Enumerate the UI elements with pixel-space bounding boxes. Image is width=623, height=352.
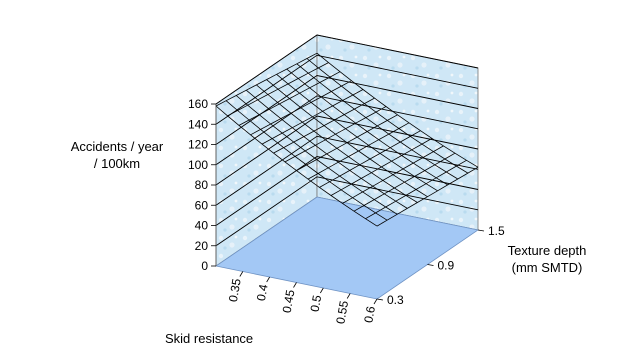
y-tick-label-40: 40 bbox=[195, 219, 209, 233]
surface-mesh bbox=[215, 52, 479, 227]
mesh-line-skid-14 bbox=[376, 166, 479, 227]
z-axis: 0.3 0.9 1.5 bbox=[376, 224, 505, 307]
mesh-line-skid-2 bbox=[238, 71, 341, 126]
x-axis-title: Skid resistance bbox=[165, 331, 254, 346]
z-tick-label-0.9: 0.9 bbox=[438, 259, 455, 273]
x-tick-label-0.6: 0.6 bbox=[361, 305, 378, 324]
z-axis-title: Texture depth (mm SMTD) bbox=[482, 242, 612, 276]
y-tick-label-20: 20 bbox=[195, 239, 209, 253]
mesh-line-skid-11 bbox=[342, 145, 444, 204]
y-tick-label-0: 0 bbox=[201, 259, 208, 273]
gridline-80 bbox=[215, 115, 479, 186]
cropped-header-band bbox=[0, 0, 623, 40]
z-tick-label-0.3: 0.3 bbox=[387, 293, 404, 307]
z-tick-label-1.5: 1.5 bbox=[488, 224, 505, 238]
mesh-line-skid-3 bbox=[250, 80, 352, 136]
x-tick-label-0.4: 0.4 bbox=[254, 283, 271, 302]
z-axis-title-line-2: (mm SMTD) bbox=[511, 260, 583, 275]
mesh-line-skid-0 bbox=[215, 52, 318, 107]
x-tick-mark-0.6 bbox=[373, 298, 378, 305]
x-tick-mark-0.4 bbox=[266, 276, 271, 283]
mesh-line-skid-9 bbox=[319, 130, 421, 188]
mesh-line-skid-4 bbox=[261, 89, 364, 145]
z-tick-mark-0.3 bbox=[376, 298, 384, 301]
z-tick-mark-1.5 bbox=[477, 229, 485, 232]
y-tick-label-160: 160 bbox=[188, 97, 208, 111]
x-tick-label-0.35: 0.35 bbox=[226, 277, 244, 303]
y-tick-label-80: 80 bbox=[195, 178, 209, 192]
mesh-line-skid-7 bbox=[296, 114, 398, 171]
gridline-120 bbox=[215, 75, 479, 145]
z-axis-title-line-1: Texture depth bbox=[507, 243, 587, 258]
mesh-line-skid-6 bbox=[284, 106, 387, 163]
mesh-line-skid-10 bbox=[330, 138, 433, 196]
x-tick-label-0.55: 0.55 bbox=[333, 299, 351, 325]
mesh-line-skid-1 bbox=[227, 62, 329, 117]
gridline-140 bbox=[215, 54, 479, 125]
y-tick-label-140: 140 bbox=[188, 117, 208, 131]
x-tick-mark-0.45 bbox=[293, 282, 297, 288]
mesh-line-skid-5 bbox=[273, 97, 375, 154]
gridline-40 bbox=[215, 156, 479, 226]
y-axis-title: Accidents / year / 100km bbox=[52, 138, 182, 172]
x-tick-mark-0.35 bbox=[239, 271, 244, 277]
y-axis-title-line-2: / 100km bbox=[93, 156, 141, 171]
x-tick-label-0.45: 0.45 bbox=[280, 288, 298, 314]
y-tick-label-100: 100 bbox=[188, 158, 208, 172]
x-tick-mark-0.5 bbox=[319, 287, 324, 294]
y-tick-label-60: 60 bbox=[195, 198, 209, 212]
mesh-line-skid-8 bbox=[307, 122, 410, 180]
x-axis: 0.35 0.4 0.45 0.5 0.55 0.6 bbox=[226, 271, 378, 325]
y-tick-label-120: 120 bbox=[188, 138, 208, 152]
z-tick-mark-0.9 bbox=[427, 264, 434, 266]
mesh-line-skid-13 bbox=[365, 159, 467, 220]
x-tick-label-0.5: 0.5 bbox=[308, 294, 325, 313]
gridline-160 bbox=[215, 34, 479, 105]
mesh-line-skid-12 bbox=[353, 152, 456, 212]
y-axis: 0 20 40 60 80 100 120 140 160 bbox=[188, 97, 217, 273]
y-axis-title-line-1: Accidents / year bbox=[70, 139, 164, 154]
gridline-100 bbox=[215, 95, 479, 166]
x-tick-mark-0.55 bbox=[346, 293, 351, 299]
